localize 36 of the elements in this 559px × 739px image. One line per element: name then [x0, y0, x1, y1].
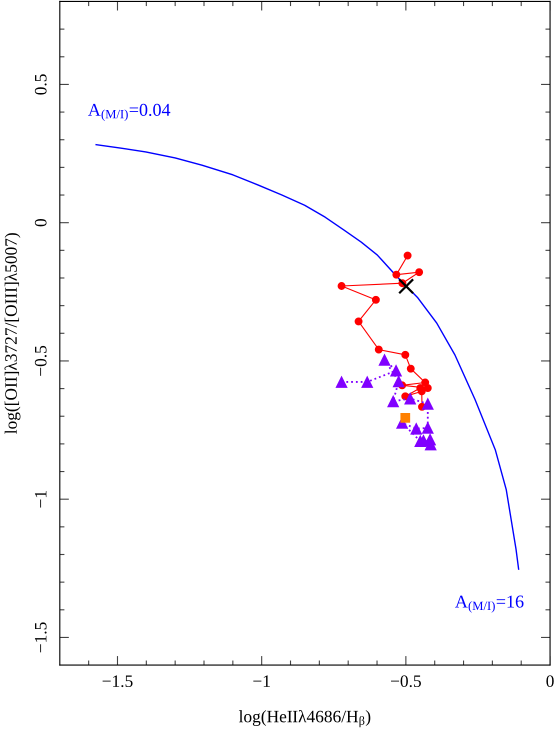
point: [372, 296, 380, 304]
point: [410, 422, 422, 435]
point: [374, 346, 383, 354]
point: [422, 398, 434, 410]
point: [392, 375, 405, 388]
x-axis-title: log(HeIIλ4686/H$_{β}$): [238, 710, 370, 728]
point: [422, 422, 434, 434]
point: [338, 282, 346, 290]
point: [336, 376, 348, 388]
point: [390, 364, 402, 377]
point: [398, 278, 414, 294]
point: [401, 350, 410, 359]
y-tick-label: 0.5: [34, 74, 47, 95]
x-tick-label: −0.5: [390, 675, 421, 688]
point: [415, 268, 424, 276]
point: [392, 270, 400, 279]
point: [424, 384, 432, 392]
line-series: [95, 144, 520, 570]
x-tick-label: −1: [253, 675, 270, 687]
point: [354, 317, 363, 326]
x-tick-label: −1.5: [102, 675, 133, 688]
point: [404, 392, 416, 404]
y-tick-label: 0: [34, 219, 47, 226]
point: [406, 364, 415, 373]
y-tick-label: −0.5: [34, 346, 47, 376]
annotation: A$_{(M/I)}$=0.04: [88, 104, 170, 121]
point: [361, 376, 374, 388]
y-tick-label: −1.5: [34, 622, 47, 652]
point: [400, 413, 410, 423]
annotation: A$_{(M/I)}$=16: [455, 596, 524, 613]
point: [404, 252, 412, 260]
y-axis-title: log([OII]λ3727/[OIII]λ5007): [4, 233, 20, 434]
point: [387, 395, 400, 408]
x-tick-label: 0: [546, 675, 554, 688]
y-tick-label: −1: [34, 491, 46, 508]
point: [378, 354, 390, 366]
